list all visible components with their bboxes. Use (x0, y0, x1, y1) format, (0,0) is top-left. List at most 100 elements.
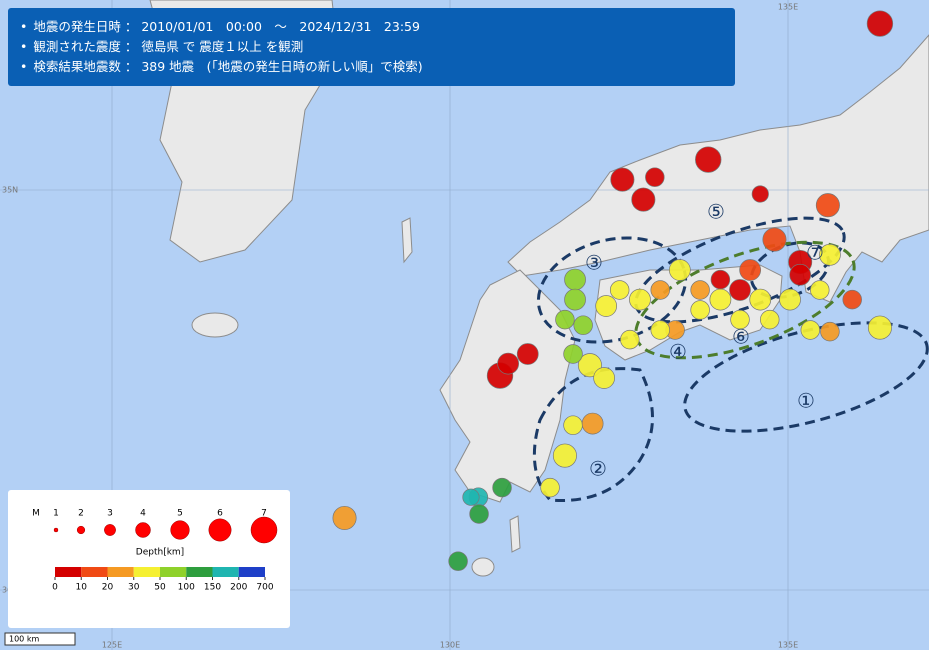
region-label: ⑤ (707, 200, 725, 224)
earthquake (629, 288, 651, 311)
earthquake (620, 329, 640, 350)
earthquake (516, 343, 539, 365)
legend-box (8, 490, 290, 628)
depth-color (186, 567, 213, 577)
earthquake (564, 268, 586, 291)
earthquake (492, 477, 512, 498)
legend-depth-title: Depth[km] (136, 548, 184, 558)
meridian-label: 135E (778, 3, 798, 12)
earthquake (573, 315, 593, 335)
earthquake (866, 10, 894, 37)
earthquake (800, 320, 821, 340)
region-label: ③ (585, 251, 603, 275)
earthquake (709, 288, 732, 311)
depth-tick-label: 20 (102, 583, 114, 593)
earthquake (690, 280, 710, 300)
earthquake (631, 187, 656, 212)
depth-tick-label: 50 (154, 583, 166, 593)
earthquake (469, 504, 489, 524)
earthquake (462, 488, 480, 506)
legend-size (76, 525, 86, 535)
earthquake (815, 193, 840, 218)
earthquake (690, 300, 710, 320)
earthquake (751, 185, 769, 203)
earthquake (650, 280, 670, 300)
depth-color (107, 567, 134, 577)
depth-color (238, 567, 265, 577)
earthquake (695, 146, 722, 173)
earthquake (729, 279, 751, 301)
legend-magnitude: 5 (177, 509, 183, 519)
legend-size (53, 527, 59, 533)
depth-color (212, 567, 239, 577)
legend-size (208, 518, 232, 542)
depth-tick-label: 10 (76, 583, 88, 593)
parallel-label: 35N (2, 186, 18, 195)
depth-tick-label: 30 (128, 583, 140, 593)
meridian-label: 130E (440, 641, 460, 650)
region-label: ① (797, 389, 815, 413)
summary-line: 観測された震度 ： 徳島県 で 震度１以上 を観測 (20, 37, 723, 57)
legend-magnitude: 4 (140, 509, 146, 519)
depth-color (133, 567, 160, 577)
earthquake (555, 309, 575, 330)
legend-size (170, 520, 190, 540)
earthquake (760, 309, 780, 330)
depth-tick-label: 100 (178, 583, 195, 593)
depth-tick-label: 0 (52, 583, 58, 593)
legend-magnitude: 3 (107, 509, 113, 519)
legend-m-label: M (32, 509, 40, 519)
earthquake (563, 344, 583, 364)
earthquake (563, 415, 583, 435)
summary-line: 検索結果地震数 ： 389 地震 (「地震の発生日時の新しい順」で検索) (20, 57, 723, 77)
earthquake (668, 259, 691, 281)
earthquake (593, 367, 615, 389)
earthquake (552, 443, 577, 468)
earthquake (564, 288, 586, 311)
earthquake (610, 167, 635, 192)
earthquake (789, 263, 812, 286)
earthquake (779, 288, 801, 311)
earthquake (842, 289, 862, 310)
region-label: ⑥ (732, 325, 750, 349)
earthquake (540, 477, 560, 498)
legend-size (250, 516, 278, 544)
depth-color (81, 567, 108, 577)
legend-magnitude: 1 (53, 509, 59, 519)
region-label: ⑦ (806, 241, 824, 265)
earthquake (810, 280, 830, 300)
legend-size (135, 522, 151, 538)
depth-tick-label: 150 (204, 583, 221, 593)
summary-line: 地震の発生日時 ： 2010/01/01 00:00 ～ 2024/12/31 … (20, 17, 723, 37)
earthquake (448, 551, 468, 571)
region-label: ④ (669, 340, 687, 364)
meridian-label: 135E (778, 641, 798, 650)
region-label: ② (589, 457, 607, 481)
legend-magnitude: 7 (261, 509, 267, 519)
search-summary: 地震の発生日時 ： 2010/01/01 00:00 ～ 2024/12/31 … (8, 8, 735, 86)
legend-magnitude: 2 (78, 509, 84, 519)
depth-color (55, 567, 82, 577)
earthquake (819, 243, 841, 266)
scale-bar-label: 100 km (9, 635, 39, 644)
earthquake (730, 309, 750, 330)
earthquake (609, 280, 630, 300)
earthquake (820, 321, 840, 342)
depth-tick-label: 700 (256, 583, 273, 593)
earthquake (581, 412, 604, 435)
earthquake (867, 315, 892, 340)
scale-bar (4, 632, 76, 646)
earthquake (710, 269, 731, 290)
earthquake (739, 259, 762, 281)
earthquake (577, 353, 602, 378)
earthquake (645, 167, 665, 187)
earthquake (749, 288, 772, 311)
earthquake (650, 320, 670, 340)
earthquake (497, 352, 520, 375)
earthquake (595, 295, 618, 317)
meridian-label: 125E (102, 641, 122, 650)
earthquake (332, 505, 357, 531)
depth-tick-label: 200 (230, 583, 247, 593)
earthquake (762, 227, 787, 252)
